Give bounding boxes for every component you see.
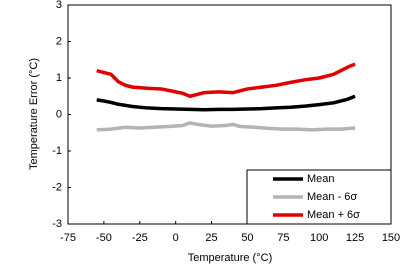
x-tick-label: 125 bbox=[346, 232, 364, 244]
x-axis-label: Temperature (°C) bbox=[188, 252, 272, 264]
y-tick-label: 2 bbox=[56, 35, 62, 47]
y-tick-label: 0 bbox=[56, 108, 62, 120]
x-tick-label: -25 bbox=[132, 232, 148, 244]
x-tick-label: 50 bbox=[241, 232, 253, 244]
x-tick-label: -50 bbox=[96, 232, 112, 244]
series-line bbox=[96, 62, 356, 98]
legend-label: Mean - 6σ bbox=[307, 191, 357, 203]
series-line bbox=[96, 94, 356, 112]
x-tick-label: 100 bbox=[310, 232, 328, 244]
legend-label: Mean + 6σ bbox=[307, 209, 360, 221]
x-tick-label: 75 bbox=[277, 232, 289, 244]
legend-label: Mean bbox=[307, 173, 335, 185]
x-tick-label: 25 bbox=[205, 232, 217, 244]
series-line bbox=[96, 121, 356, 132]
x-tick-label: 0 bbox=[173, 232, 179, 244]
y-tick-label: 3 bbox=[56, 0, 62, 11]
y-tick-label: -2 bbox=[52, 181, 62, 193]
y-tick-label: 1 bbox=[56, 72, 62, 84]
y-tick-label: -3 bbox=[52, 218, 62, 230]
y-axis-label: Temperature Error (°C) bbox=[28, 58, 40, 170]
y-tick-label: -1 bbox=[52, 145, 62, 157]
x-tick-label: -75 bbox=[60, 232, 76, 244]
legend-box bbox=[246, 169, 392, 225]
x-tick-label: 150 bbox=[382, 232, 400, 244]
